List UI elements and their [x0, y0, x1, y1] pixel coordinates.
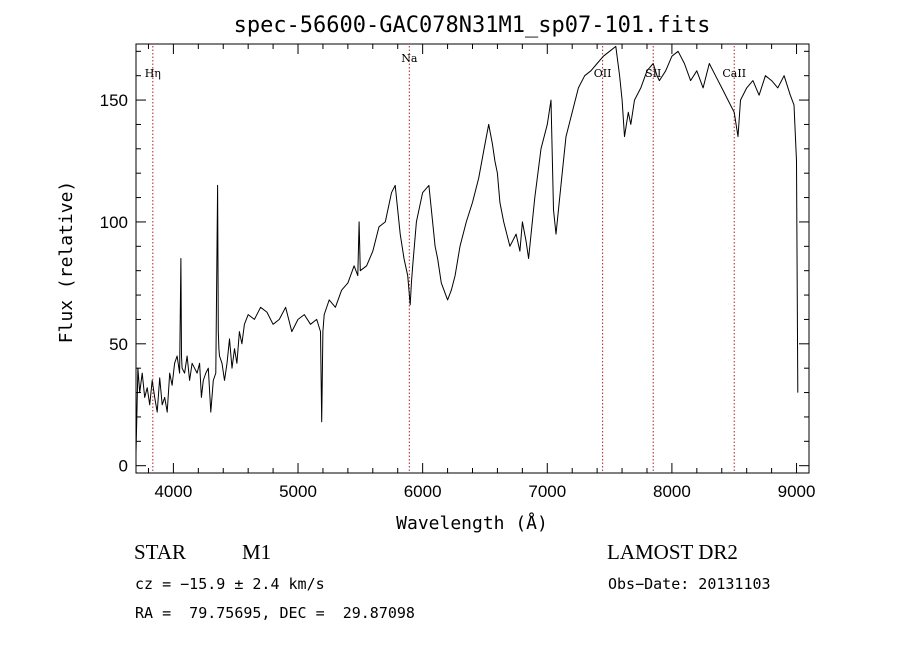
axis-ticks: 4000 5000 6000 7000 8000 9000 0 50 100 150: [100, 44, 816, 501]
y-tick-label: 150: [100, 91, 128, 110]
spectral-line-markers: Hη Na OII SII CaII: [145, 46, 746, 473]
x-tick-label: 7000: [528, 482, 566, 501]
y-tick-label: 100: [100, 213, 128, 232]
line-marker-label: SII: [645, 67, 661, 80]
survey-name: LAMOST DR2: [607, 540, 738, 564]
y-tick-label: 50: [109, 335, 128, 354]
x-tick-label: 6000: [404, 482, 442, 501]
line-marker-label: Na: [401, 52, 418, 65]
x-tick-label: 5000: [279, 482, 317, 501]
y-tick-label: 0: [119, 457, 128, 476]
x-tick-label: 8000: [653, 482, 691, 501]
x-axis-label: Wavelength (Å): [396, 512, 548, 534]
object-class: STAR: [134, 540, 186, 564]
plot-frame: [135, 43, 810, 474]
line-marker-label: CaII: [722, 67, 746, 80]
y-axis-label: Flux (relative): [56, 181, 77, 344]
chart-title: spec-56600-GAC078N31M1_sp07-101.fits: [234, 13, 711, 38]
x-tick-label: 9000: [778, 482, 816, 501]
x-tick-label: 4000: [154, 482, 192, 501]
line-marker-label: OII: [594, 67, 612, 80]
spectrum-series: [135, 45, 799, 454]
coordinates: RA = 79.75695, DEC = 29.87098: [135, 604, 415, 622]
object-subclass: M1: [242, 540, 272, 564]
line-marker-label: Hη: [145, 67, 161, 80]
spectrum-line: [135, 45, 799, 454]
observation-date: Obs−Date: 20131103: [608, 575, 771, 593]
redshift-velocity: cz = −15.9 ± 2.4 km/s: [135, 575, 325, 593]
